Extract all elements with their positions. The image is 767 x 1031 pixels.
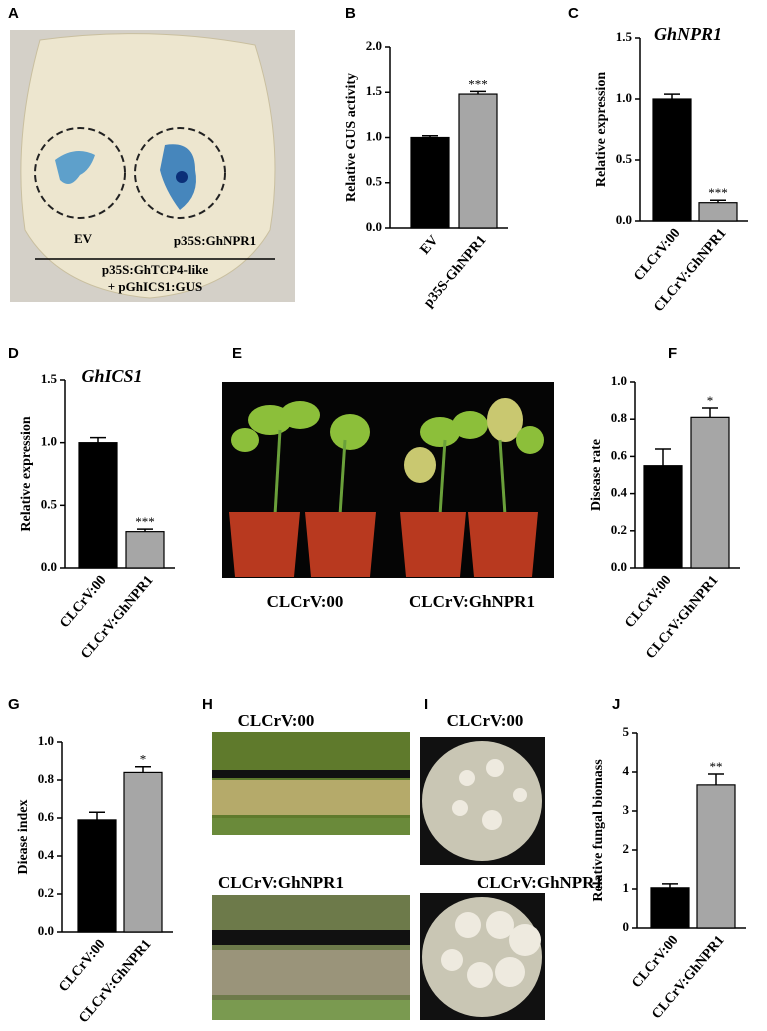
panel-letter: C bbox=[568, 5, 579, 22]
y-tick-label: 1.0 bbox=[611, 373, 627, 388]
error-bar bbox=[702, 407, 718, 418]
y-tick-label: 0.0 bbox=[366, 219, 382, 234]
error-bar bbox=[470, 90, 486, 95]
y-tick-label: 0.6 bbox=[611, 447, 628, 462]
bar bbox=[650, 887, 690, 929]
chart-title: GhNPR1 bbox=[654, 24, 722, 44]
y-tick-label: 1.0 bbox=[616, 90, 632, 105]
y-axis-label: Disease rate bbox=[589, 439, 604, 511]
leaf-photo bbox=[10, 30, 295, 302]
y-tick-label: 1.5 bbox=[366, 83, 383, 98]
y-tick-label: 0.2 bbox=[38, 885, 54, 900]
stem-photo bbox=[212, 895, 410, 1020]
x-tick-label: EV bbox=[418, 233, 442, 258]
panel-letter: I bbox=[424, 696, 428, 713]
image-label: CLCrV:GhNPR1 bbox=[409, 592, 535, 611]
y-tick-label: 0.5 bbox=[616, 151, 633, 166]
y-tick-label: 0.0 bbox=[38, 923, 54, 938]
y-tick-label: 3 bbox=[623, 802, 630, 817]
y-tick-label: 0.5 bbox=[41, 496, 58, 511]
dish-photo bbox=[420, 893, 545, 1020]
bar bbox=[410, 136, 450, 229]
panel-letter: A bbox=[8, 5, 19, 22]
y-axis-label: Diease index bbox=[16, 799, 31, 874]
panel-letter: D bbox=[8, 345, 19, 362]
bar bbox=[125, 531, 165, 569]
y-tick-label: 0.8 bbox=[38, 771, 55, 786]
y-tick-label: 0.8 bbox=[611, 410, 628, 425]
error-bar bbox=[662, 883, 678, 888]
image-label: p35S:GhNPR1 bbox=[174, 233, 256, 248]
error-bar bbox=[90, 436, 106, 443]
y-axis-label: Relative GUS activity bbox=[344, 73, 359, 202]
image-label: CLCrV:GhNPR1 bbox=[477, 873, 603, 892]
y-tick-label: 4 bbox=[623, 763, 630, 778]
x-tick-label: CLCrV:00 bbox=[57, 573, 109, 631]
significance: ** bbox=[710, 759, 723, 774]
panel-letter: F bbox=[668, 345, 677, 362]
plants-photo bbox=[222, 382, 554, 578]
significance: *** bbox=[468, 76, 488, 91]
panel-letter: E bbox=[232, 345, 242, 362]
y-tick-label: 1.0 bbox=[366, 128, 382, 143]
error-bar bbox=[422, 134, 438, 138]
bar bbox=[458, 93, 498, 229]
panel-letter: B bbox=[345, 5, 356, 22]
image-label: CLCrV:00 bbox=[238, 711, 315, 730]
y-tick-label: 0.5 bbox=[366, 174, 383, 189]
y-tick-label: 1.5 bbox=[41, 371, 58, 386]
significance: * bbox=[707, 393, 714, 408]
image-label: p35S:GhTCP4-like bbox=[102, 262, 208, 277]
error-bar bbox=[137, 528, 153, 532]
bar bbox=[696, 784, 736, 929]
y-tick-label: 0 bbox=[623, 919, 630, 934]
significance: *** bbox=[135, 514, 155, 529]
error-bar bbox=[664, 93, 680, 99]
y-tick-label: 0.4 bbox=[611, 485, 628, 500]
y-tick-label: 0.0 bbox=[611, 559, 627, 574]
y-tick-label: 2.0 bbox=[366, 38, 382, 53]
y-tick-label: 1.0 bbox=[38, 733, 54, 748]
y-axis-label: Relative expression bbox=[19, 416, 34, 531]
dish-photo bbox=[420, 737, 545, 865]
error-bar bbox=[710, 199, 726, 203]
bar bbox=[123, 771, 163, 933]
panel-letter: G bbox=[8, 696, 20, 713]
error-bar bbox=[708, 773, 724, 785]
bar bbox=[652, 98, 692, 222]
y-tick-label: 2 bbox=[623, 841, 630, 856]
panel-letter: H bbox=[202, 696, 213, 713]
x-tick-label: CLCrV:00 bbox=[622, 573, 674, 631]
bar bbox=[78, 442, 118, 569]
y-axis-label: Relative fungal biomass bbox=[591, 759, 606, 902]
image-label: + pGhICS1:GUS bbox=[108, 279, 202, 294]
y-tick-label: 5 bbox=[623, 724, 630, 739]
error-bar bbox=[135, 765, 151, 773]
y-tick-label: 1.5 bbox=[616, 29, 633, 44]
bar bbox=[77, 819, 117, 933]
y-tick-label: 0.0 bbox=[41, 559, 57, 574]
y-tick-label: 1.0 bbox=[41, 434, 57, 449]
chart-title: GhICS1 bbox=[81, 366, 142, 386]
error-bar bbox=[655, 448, 671, 466]
panel-letter: J bbox=[612, 696, 620, 713]
y-tick-label: 1 bbox=[623, 880, 630, 895]
y-axis-label: Relative expression bbox=[594, 72, 609, 187]
image-label: CLCrV:GhNPR1 bbox=[218, 873, 344, 892]
image-label: CLCrV:00 bbox=[447, 711, 524, 730]
y-tick-label: 0.2 bbox=[611, 522, 627, 537]
y-tick-label: 0.4 bbox=[38, 847, 55, 862]
stem-photo bbox=[212, 732, 410, 835]
error-bar bbox=[89, 811, 105, 820]
significance: * bbox=[140, 752, 147, 767]
bar bbox=[690, 416, 730, 569]
bar bbox=[698, 202, 738, 222]
y-tick-label: 0.0 bbox=[616, 212, 632, 227]
bar bbox=[643, 465, 683, 569]
image-label: EV bbox=[74, 231, 93, 246]
significance: *** bbox=[708, 185, 728, 200]
y-tick-label: 0.6 bbox=[38, 809, 55, 824]
image-label: CLCrV:00 bbox=[267, 592, 344, 611]
